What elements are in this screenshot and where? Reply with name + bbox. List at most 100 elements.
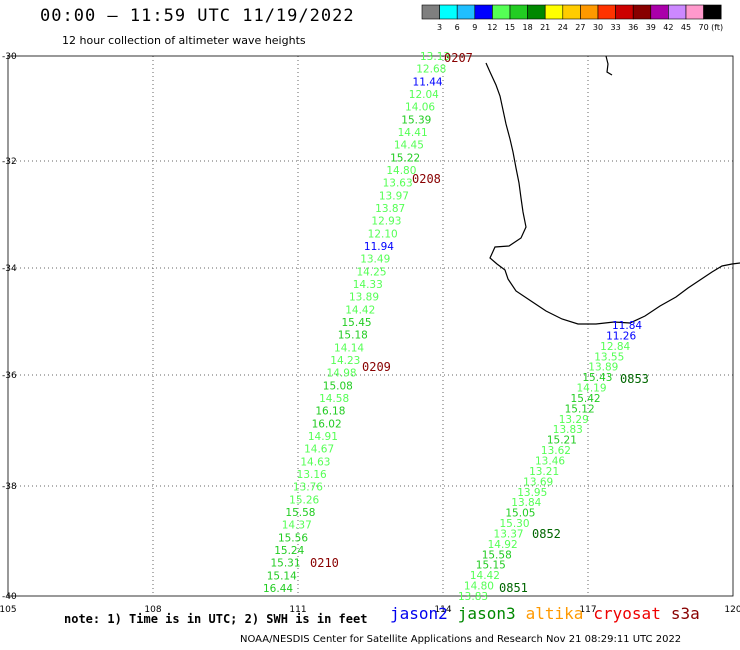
wave-height-label: 14.23 [330, 355, 360, 367]
wave-height-label: 15.15 [476, 560, 506, 572]
scale-tick-label: 42 [663, 23, 673, 32]
australia-coastline [485, 62, 740, 325]
wave-height-label: 14.33 [353, 279, 383, 291]
satellite-legend: jason2 jason3 altika cryosat s3a [390, 604, 710, 623]
wave-height-label: 15.08 [323, 380, 353, 392]
wave-height-label: 13.83 [458, 591, 488, 603]
legend-entry-jason2: jason2 [390, 604, 448, 623]
scale-tick-label: 30 [593, 23, 603, 32]
scale-tick-label: 6 [455, 23, 460, 32]
wave-height-label: 14.42 [470, 570, 500, 582]
latitude-label: -38 [2, 482, 17, 492]
scale-tick-label: 24 [558, 23, 568, 32]
wave-height-label: 16.44 [263, 583, 293, 595]
scale-tick-label: 15 [505, 23, 515, 32]
wave-height-label: 13.84 [511, 497, 541, 509]
wave-height-label: 15.58 [482, 549, 512, 561]
map-frame [7, 55, 734, 597]
latitude-label: -34 [2, 264, 17, 274]
longitude-label: 120 [724, 605, 740, 615]
pass-time-label: 0210 [310, 556, 339, 570]
wave-height-label: 11.44 [413, 76, 443, 88]
wave-height-label: 12.93 [371, 216, 401, 228]
map-subtitle: 12 hour collection of altimeter wave hei… [62, 34, 306, 47]
scale-tick-label: 3 [437, 23, 442, 32]
scale-tick-label: 36 [628, 23, 638, 32]
pass-time-labels: 0207 0208 0209 0210 0853 0852 0851 [310, 51, 649, 595]
pass-time-label: 0852 [532, 527, 561, 541]
longitude-label: 108 [144, 605, 161, 615]
wave-height-label: 14.19 [576, 383, 606, 395]
wave-height-label: 16.18 [315, 406, 345, 418]
latitude-label: -36 [2, 371, 17, 381]
wave-height-label: 13.13 [420, 51, 450, 63]
wave-height-label: 11.84 [612, 320, 642, 332]
wave-height-label: 15.05 [505, 508, 535, 520]
wave-height-label: 12.84 [600, 341, 630, 353]
wave-height-label: 13.95 [517, 487, 547, 499]
wave-height-label: 13.49 [360, 254, 390, 266]
wave-height-label: 15.43 [582, 372, 612, 384]
legend-entry-altika: altika [525, 604, 584, 623]
axis-labels: 105 108 111 114 117 120 -30 -32 -34 -36 -38 -40 [0, 52, 740, 615]
wave-height-label: 14.92 [488, 539, 518, 551]
scale-tick-label: 70 [699, 23, 709, 32]
wave-height-label: 14.41 [398, 127, 428, 139]
legend-entry-s3a: s3a [670, 604, 700, 623]
wave-height-label: 16.02 [312, 418, 342, 430]
wave-height-label: 14.25 [356, 266, 386, 278]
wave-height-label: 13.97 [379, 190, 409, 202]
wave-height-label: 13.21 [529, 466, 559, 478]
scale-swatch [703, 4, 722, 20]
wave-height-label: 14.45 [394, 140, 424, 152]
latitude-label: -40 [2, 592, 17, 602]
wave-height-label: 13.46 [535, 456, 565, 468]
wave-height-label: 14.91 [308, 431, 338, 443]
wave-height-label: 15.56 [278, 532, 308, 544]
wave-height-label: 12.68 [416, 64, 446, 76]
pass-time-label: 0207 [444, 51, 473, 65]
scale-tick-label: 18 [523, 23, 533, 32]
wave-height-label: 13.63 [383, 178, 413, 190]
wave-height-label: 15.14 [267, 570, 297, 582]
wave-height-label: 15.39 [401, 114, 431, 126]
wave-height-label: 13.37 [494, 528, 524, 540]
wave-height-label: 13.87 [375, 203, 405, 215]
scale-tick-label: 12 [487, 23, 497, 32]
longitude-label: 114 [434, 605, 451, 615]
longitude-label: 111 [289, 605, 306, 615]
longitude-label: 117 [579, 605, 596, 615]
east-satellite-track: 11.8411.2612.8413.5513.8915.4314.1915.42… [458, 320, 642, 603]
pass-time-label: 0208 [412, 172, 441, 186]
longitude-label: 105 [0, 605, 17, 615]
wave-height-label: 13.76 [293, 482, 323, 494]
wave-height-label: 14.80 [464, 581, 494, 593]
island-outline [605, 55, 613, 76]
footnote: note: 1) Time is in UTC; 2) SWH is in fe… [64, 612, 368, 626]
pass-time-label: 0209 [362, 360, 391, 374]
wave-height-label: 15.42 [571, 393, 601, 405]
wave-height-label: 15.21 [547, 435, 577, 447]
map-title: 00:00 – 11:59 UTC 11/19/2022 [40, 6, 355, 26]
wave-height-label: 14.58 [319, 393, 349, 405]
scale-tick-label: 27 [575, 23, 585, 32]
scale-tick-label: 39 [646, 23, 656, 32]
credit-line: NOAA/NESDIS Center for Satellite Applica… [240, 634, 682, 645]
wave-height-label: 13.62 [541, 445, 571, 457]
wave-height-label: 15.26 [289, 494, 319, 506]
wave-height-label: 13.69 [523, 476, 553, 488]
scale-tick-label: 45 [681, 23, 691, 32]
wave-height-label: 14.67 [304, 444, 334, 456]
latitude-label: -32 [2, 157, 17, 167]
wave-height-label: 11.94 [364, 241, 394, 253]
latitude-label: -30 [2, 52, 17, 62]
wave-height-label: 14.37 [282, 520, 312, 532]
wave-height-label: 15.30 [499, 518, 529, 530]
color-scale: 3 6 9 12 15 18 21 24 27 30 33 36 39 42 45 70 (ft) [421, 4, 723, 32]
legend-entry-cryosat: cryosat [593, 604, 661, 623]
lat-lon-grid [7, 55, 734, 597]
west-satellite-track: 13.1312.6811.4412.0414.0615.3914.4114.45… [263, 51, 450, 595]
wave-height-label: 12.04 [409, 89, 439, 101]
wave-height-label: 13.83 [553, 424, 583, 436]
